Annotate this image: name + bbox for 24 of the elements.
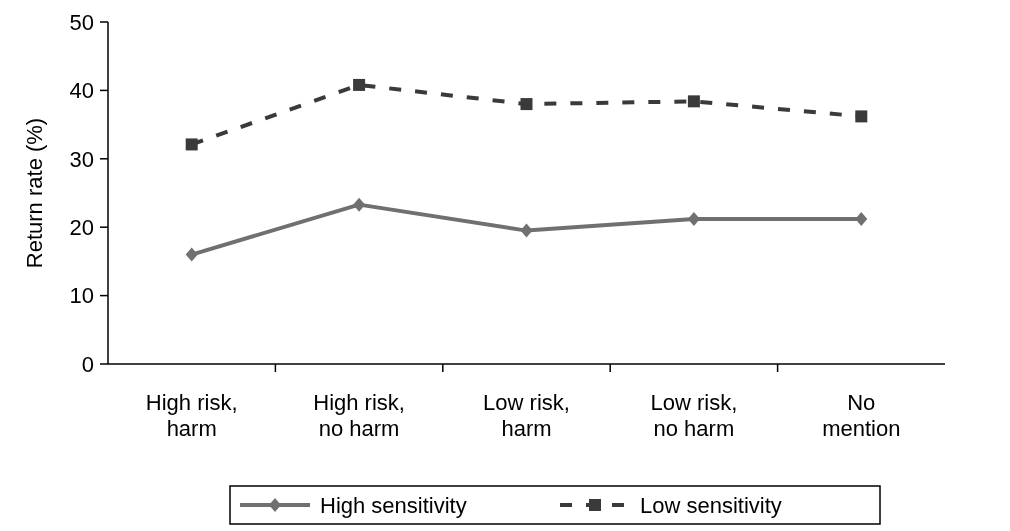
point — [855, 110, 868, 123]
point — [520, 223, 533, 238]
point — [687, 95, 700, 108]
point — [185, 138, 198, 151]
point — [353, 78, 366, 91]
y-tick-label: 50 — [69, 9, 94, 35]
point — [687, 211, 700, 226]
point — [520, 98, 533, 111]
legend-label: High sensitivity — [320, 492, 467, 518]
x-tick-label: No mention — [822, 390, 901, 441]
y-tick-label: 10 — [69, 283, 94, 309]
x-tick-label: Low risk, harm — [483, 390, 570, 441]
y-tick-label: 40 — [69, 78, 94, 104]
x-tick-label: High risk, no harm — [313, 390, 405, 441]
point — [185, 247, 198, 262]
y-tick-label: 30 — [69, 146, 94, 172]
y-tick-label: 0 — [81, 351, 94, 377]
point — [855, 211, 868, 226]
y-axis-title: Return rate (%) — [22, 117, 47, 269]
y-tick-label: 20 — [69, 214, 94, 240]
x-tick-label: High risk, harm — [145, 390, 238, 441]
point — [353, 197, 366, 212]
legend-label: Low sensitivity — [640, 492, 782, 518]
x-tick-label: Low risk, no harm — [650, 390, 738, 441]
